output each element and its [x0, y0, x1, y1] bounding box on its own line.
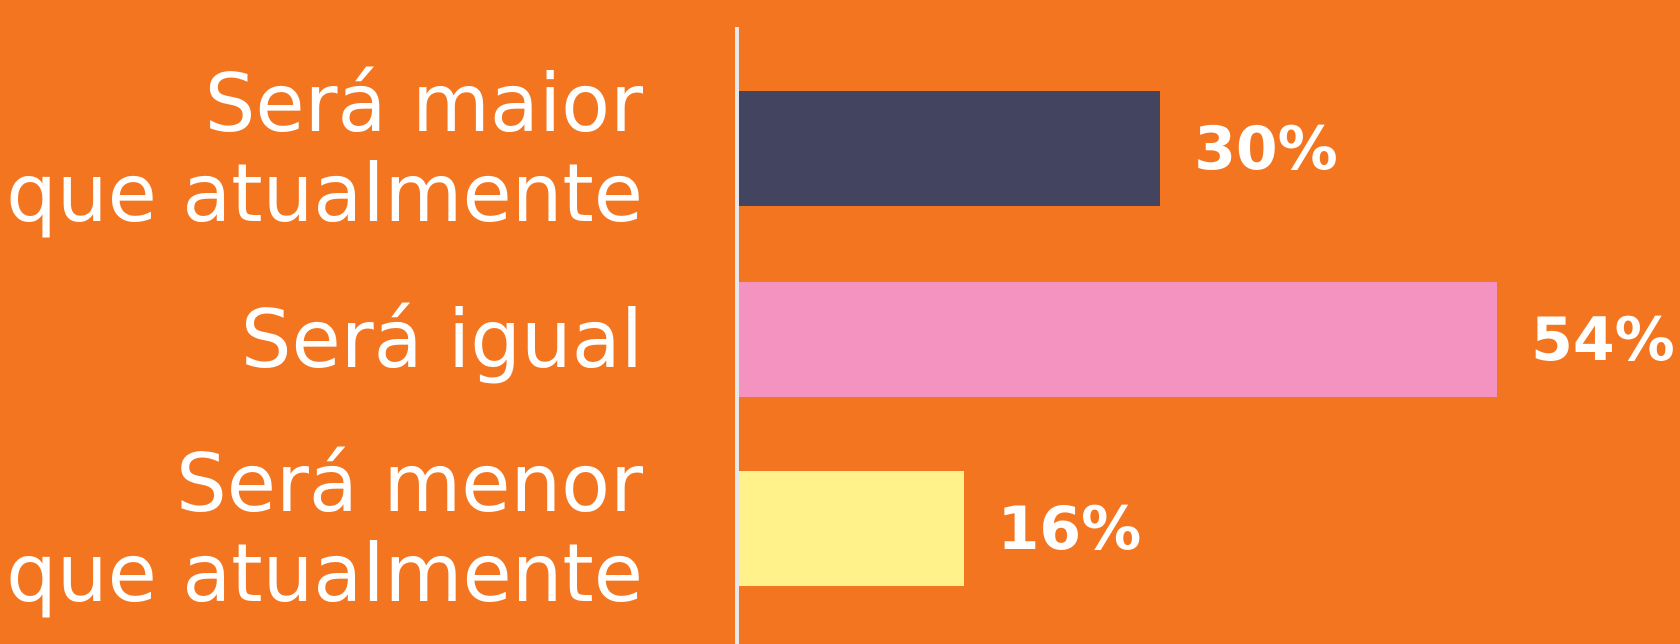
- value-label: 54%: [1531, 304, 1675, 375]
- category-label: Será maior que atualmente: [6, 56, 643, 240]
- axis-line: [735, 27, 739, 644]
- value-label: 16%: [997, 493, 1142, 564]
- category-label: Será igual: [240, 292, 643, 386]
- value-label: 30%: [1194, 113, 1338, 184]
- category-label: Será menor que atualmente: [6, 436, 643, 620]
- bar: [739, 471, 964, 586]
- bar: [739, 282, 1498, 397]
- bar: [739, 91, 1161, 206]
